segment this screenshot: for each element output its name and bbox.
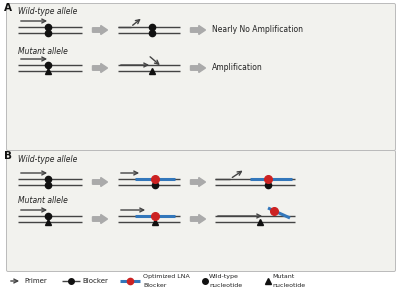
FancyArrow shape — [92, 178, 108, 187]
Text: Wild-type: Wild-type — [209, 274, 239, 279]
Text: Wild-type allele: Wild-type allele — [18, 155, 77, 164]
FancyArrow shape — [92, 63, 108, 72]
Text: Amplification: Amplification — [212, 63, 263, 72]
FancyArrow shape — [190, 63, 206, 72]
FancyArrow shape — [92, 25, 108, 34]
Text: nucleotide: nucleotide — [209, 283, 242, 288]
FancyArrow shape — [190, 25, 206, 34]
FancyArrow shape — [92, 215, 108, 223]
Text: B: B — [4, 151, 12, 161]
Text: Optimized LNA: Optimized LNA — [143, 274, 190, 279]
Text: Mutant: Mutant — [272, 274, 294, 279]
Text: A: A — [4, 3, 12, 13]
Text: nucleotide: nucleotide — [272, 283, 305, 288]
FancyBboxPatch shape — [6, 4, 396, 150]
FancyBboxPatch shape — [6, 150, 396, 272]
Text: Primer: Primer — [24, 278, 47, 284]
Text: Wild-type allele: Wild-type allele — [18, 7, 77, 16]
Text: Mutant allele: Mutant allele — [18, 47, 68, 56]
Text: Mutant allele: Mutant allele — [18, 196, 68, 205]
Text: Nearly No Amplification: Nearly No Amplification — [212, 25, 303, 34]
Text: Blocker: Blocker — [143, 283, 166, 288]
FancyArrow shape — [190, 178, 206, 187]
FancyArrow shape — [190, 215, 206, 223]
Text: Blocker: Blocker — [82, 278, 108, 284]
